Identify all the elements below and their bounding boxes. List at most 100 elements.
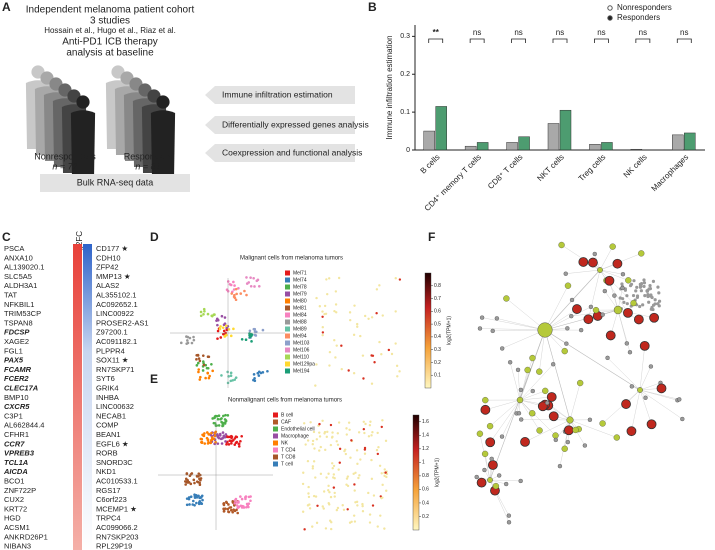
gene-node: [634, 289, 638, 293]
cell-point: [380, 496, 383, 500]
bar: [684, 132, 696, 151]
cell-point: [331, 431, 334, 434]
gene-node: [579, 327, 584, 333]
gene-node: [537, 401, 548, 412]
sig-bracket: [469, 38, 485, 43]
gene-node: [609, 243, 616, 250]
cell-point: [346, 475, 350, 478]
edge: [588, 269, 601, 320]
gene-node: [680, 416, 685, 422]
cell-point: [368, 521, 372, 524]
cell-point: [385, 489, 388, 492]
cell-point: [202, 312, 205, 316]
cell-point: [334, 356, 337, 359]
cell-point: [302, 422, 306, 425]
label: ns: [680, 28, 688, 37]
label: NFKBIL1: [4, 300, 34, 309]
edge: [519, 396, 552, 401]
gene-node: [648, 364, 654, 369]
cell-point: [371, 431, 374, 434]
y-axis-label: Immune infiltration estimation: [385, 35, 394, 139]
legend-swatch: [285, 340, 290, 346]
gene-node: [497, 473, 502, 478]
cell-point: [233, 284, 236, 287]
colorbar-label: log2(TPM+1): [434, 458, 440, 487]
label: 1.6: [422, 419, 429, 425]
cell-point: [379, 514, 382, 517]
cell-point: [357, 476, 360, 480]
edge: [607, 357, 641, 391]
cell-point: [198, 483, 202, 487]
cell-point: [333, 309, 336, 313]
cell-point: [239, 495, 242, 498]
edge: [639, 382, 661, 391]
cell-point: [227, 510, 231, 514]
legend-marker: [607, 5, 613, 11]
gene-node: [623, 288, 627, 292]
gene-node: [588, 257, 598, 268]
cell-point: [378, 284, 381, 287]
label: AL355102.1: [96, 290, 136, 299]
cell-point: [325, 476, 328, 479]
gene-node: [625, 277, 632, 284]
cell-point: [318, 435, 322, 438]
legend-swatch: [285, 368, 290, 374]
x-tick-label: Macrophages: [650, 153, 691, 194]
label: 0.8: [434, 283, 441, 289]
label: Differentially expressed genes analysis: [222, 119, 369, 129]
gene-node: [524, 366, 531, 374]
cell-point: [313, 447, 316, 450]
gene-node: [625, 294, 629, 298]
cell-point: [213, 313, 216, 316]
cell-point: [377, 446, 380, 449]
gene-node: [620, 272, 626, 277]
label: Mel79: [293, 291, 307, 297]
gene-node: [508, 360, 513, 365]
edge: [519, 390, 546, 401]
cell-point: [190, 341, 194, 345]
cell-point: [220, 374, 223, 377]
hub-node: [637, 387, 643, 393]
label: analysis at baseline: [66, 48, 154, 59]
cell-point: [222, 509, 226, 513]
label: Bulk RNA-seq data: [77, 177, 154, 187]
gene-node: [641, 303, 645, 307]
legend-marker: [607, 15, 613, 21]
cell-point: [234, 376, 238, 379]
edge: [569, 419, 617, 438]
cell-point: [213, 416, 216, 420]
cell-point: [237, 445, 241, 448]
cell-point: [312, 494, 316, 498]
gene-node: [638, 250, 645, 257]
legend-swatch: [285, 326, 290, 332]
cell-point: [232, 288, 236, 291]
gene-node: [577, 379, 584, 387]
cell-point: [233, 501, 237, 505]
cell-point: [217, 424, 221, 427]
gene-node: [578, 257, 589, 267]
cell-point: [229, 508, 233, 512]
cell-point: [394, 310, 397, 313]
label: FCER2: [4, 374, 29, 383]
label: FDCSP: [4, 328, 30, 337]
cell-point: [206, 438, 210, 441]
gene-node: [620, 285, 625, 291]
label: ns: [597, 28, 605, 37]
legend-swatch: [273, 447, 278, 453]
label: ANKRD26P1: [4, 532, 48, 541]
cell-point: [222, 329, 226, 333]
label: A: [2, 0, 11, 14]
label: 0.5: [434, 321, 441, 327]
gene-node: [656, 383, 667, 394]
gene-node: [569, 314, 574, 319]
gene-node: [486, 422, 494, 430]
cell-point: [384, 471, 387, 474]
edge: [631, 389, 641, 432]
cell-point: [355, 449, 359, 452]
cell-point: [195, 364, 199, 367]
gene-node: [490, 328, 495, 334]
label: Nonmalignant cells from melanoma tumors: [228, 398, 342, 404]
label: 0.2: [400, 71, 410, 78]
cell-point: [190, 472, 194, 475]
cell-point: [191, 503, 195, 506]
